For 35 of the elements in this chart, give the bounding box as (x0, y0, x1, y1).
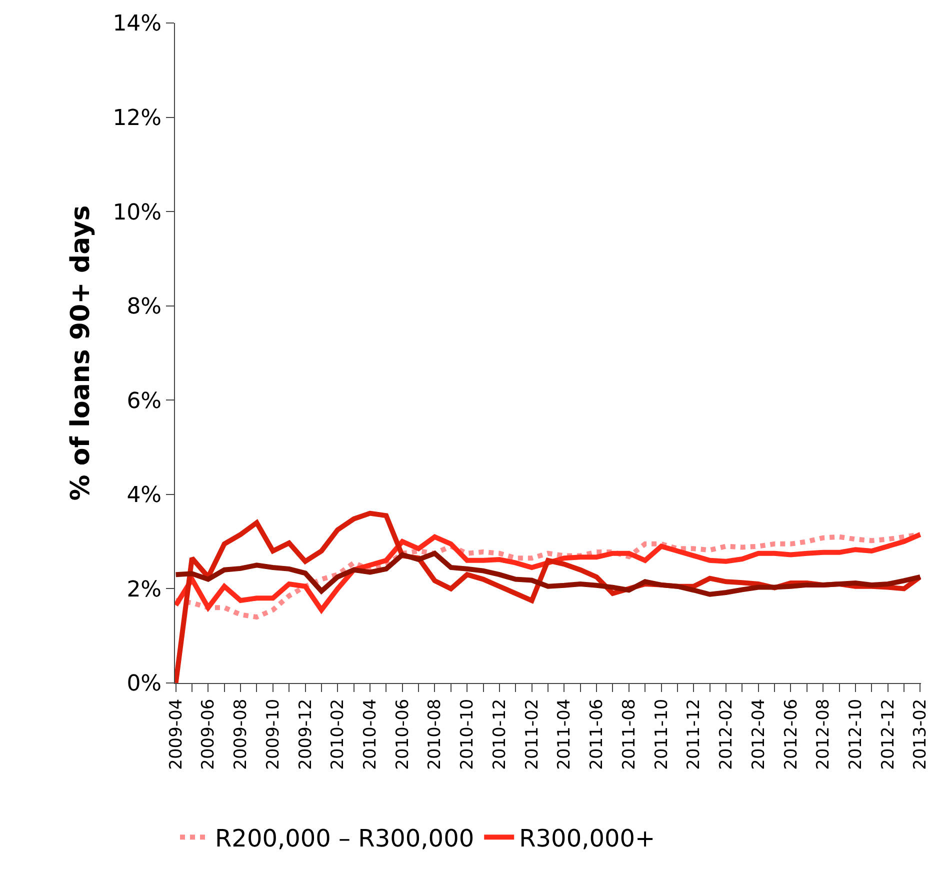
x-tick-label: 2012-08 (814, 698, 834, 770)
x-tick-label: 2011-12 (684, 698, 704, 770)
legend-label: R300,000+ (519, 824, 656, 852)
x-tick-label: 2009-12 (296, 698, 316, 770)
y-axis-title: % of loans 90+ days (66, 205, 96, 501)
x-tick-label: 2012-12 (878, 698, 898, 770)
x-tick-label: 2010-12 (490, 698, 510, 770)
x-tick-label: 2013-02 (910, 698, 931, 770)
y-tick-label: 0% (126, 672, 162, 697)
x-tick-label: 2010-10 (458, 698, 478, 770)
y-tick-label: 2% (126, 577, 162, 602)
x-tick-label: 2010-04 (360, 698, 381, 770)
y-tick-label: 12% (112, 106, 162, 131)
x-tick-label: 2012-02 (716, 698, 737, 770)
x-tick-label: 2010-06 (392, 698, 413, 770)
x-tick-label: 2009-06 (198, 698, 219, 770)
x-tick-label: 2009-08 (231, 698, 252, 770)
x-tick-label: 2010-02 (328, 698, 348, 770)
x-tick-label: 2011-06 (587, 698, 608, 770)
x-tick-label: 2012-04 (748, 698, 769, 770)
x-tick-label: 2009-04 (166, 698, 186, 770)
x-tick-label: 2011-02 (522, 698, 542, 770)
y-tick-label: 14% (112, 12, 162, 37)
legend-label: R200,000 – R300,000 (215, 824, 474, 852)
x-tick-label: 2009-10 (263, 698, 284, 770)
y-tick-label: 6% (126, 388, 162, 414)
x-tick-label: 2011-08 (619, 698, 640, 770)
y-tick-label: 10% (112, 200, 162, 226)
x-tick-label: 2012-06 (781, 698, 802, 770)
y-tick-label: 4% (126, 483, 162, 508)
x-tick-label: 2010-08 (425, 698, 446, 770)
y-tick-label: 8% (126, 294, 162, 320)
x-tick-label: 2012-10 (846, 698, 866, 770)
x-tick-label: 2011-10 (652, 698, 672, 770)
x-tick-label: 2011-04 (554, 698, 575, 770)
